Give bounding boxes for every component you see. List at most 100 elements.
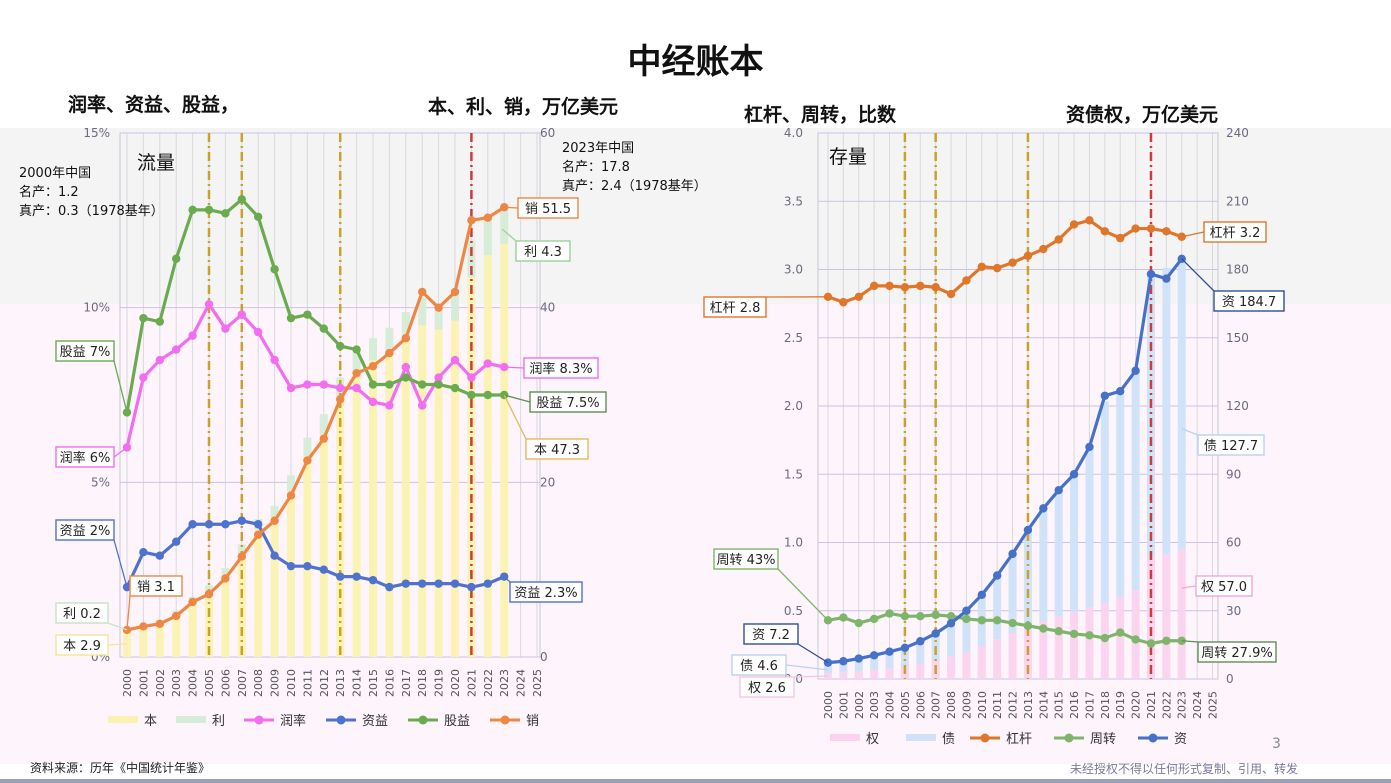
stock-point-资 — [854, 654, 863, 663]
stock-bar-债 — [1070, 474, 1079, 612]
flow-bar-利 — [434, 304, 443, 330]
flow-point-资益 — [483, 579, 492, 588]
stock-point-杠杆 — [1039, 244, 1048, 254]
stock-point-资 — [946, 619, 956, 628]
stock-callout-label: 权 57.0 — [1201, 579, 1247, 595]
flow-bar-本 — [172, 614, 181, 657]
stock-point-资 — [1131, 366, 1140, 375]
flow-bar-本 — [336, 399, 345, 657]
stock-bar-债 — [824, 662, 832, 674]
stock-bar-债 — [1146, 274, 1155, 559]
flow-bar-本 — [385, 351, 394, 657]
flow-point-股益 — [401, 373, 410, 382]
stock-bar-权 — [1177, 549, 1186, 679]
stock-bar-债 — [854, 658, 863, 672]
stock-legend-label: 资 — [1174, 732, 1187, 747]
flow-point-润率 — [155, 355, 164, 365]
flow-x-tick: 2024 — [515, 669, 528, 697]
stock-callout-label: 周转 43% — [716, 553, 775, 568]
flow-point-销 — [483, 213, 492, 222]
flow-bar-本 — [270, 517, 279, 657]
stock-bar-权 — [1008, 633, 1017, 679]
flow-point-股益 — [385, 380, 394, 389]
flow-right-tick: 0 — [540, 650, 548, 664]
flow-bar-本 — [155, 622, 164, 657]
stock-point-周转 — [869, 614, 879, 624]
flow-point-资益 — [418, 579, 427, 588]
flow-x-tick: 2002 — [154, 669, 167, 697]
flow-legend-label: 利 — [212, 714, 225, 729]
stock-bar-债 — [947, 623, 956, 657]
stock-point-杠杆 — [1100, 227, 1110, 236]
flow-point-股益 — [254, 212, 263, 222]
flow-x-tick: 2007 — [236, 669, 249, 697]
flow-point-销 — [254, 530, 263, 539]
stock-x-tick: 2020 — [1130, 691, 1143, 719]
stock-bar-债 — [993, 575, 1002, 640]
stock-callout-leader — [1181, 258, 1215, 292]
flow-callout-box — [55, 340, 115, 362]
flow-x-tick: 2008 — [252, 669, 265, 697]
flow-point-资益 — [254, 520, 263, 529]
flow-callout-leader — [503, 576, 511, 583]
stock-point-周转 — [946, 612, 956, 621]
flow-callout-label: 股益 7.5% — [536, 396, 599, 411]
flow-bar-本 — [205, 590, 213, 657]
stock-bar-债 — [1085, 446, 1094, 608]
source-note: 资料来源：历年《中国统计年鉴》 — [30, 761, 211, 775]
stock-legend-label: 杠杆 — [1006, 731, 1032, 747]
flow-point-销 — [467, 216, 476, 225]
stock-left-tick: 2.0 — [784, 399, 803, 413]
flow-callout-leader — [113, 539, 128, 588]
stock-line-周转 — [827, 611, 1182, 646]
flow-bar-利 — [287, 475, 295, 492]
flow-point-润率 — [434, 373, 443, 382]
flow-bar-利 — [369, 338, 377, 361]
flow-point-润率 — [319, 380, 328, 389]
stock-point-杠杆 — [916, 281, 925, 291]
note-2000: 2000年中国 名产：1.2 真产：0.3（1978基年） — [19, 164, 164, 221]
flow-bar-本 — [369, 360, 377, 657]
stock-point-资 — [885, 647, 894, 656]
stock-legend-swatch — [1064, 733, 1074, 743]
stock-right-tick: 90 — [1226, 467, 1241, 481]
flow-bar-利 — [385, 327, 394, 352]
flow-right-tick: 60 — [540, 126, 555, 140]
stock-line-杠杆 — [827, 218, 1183, 304]
stock-callout-label: 杠杆 3.2 — [1210, 225, 1261, 241]
flow-callout-box — [509, 581, 583, 603]
stock-bar-权 — [1116, 597, 1125, 679]
stock-x-tick: 2004 — [884, 691, 897, 719]
stock-callout-box — [739, 676, 795, 698]
stock-point-资 — [931, 629, 940, 638]
flow-point-销 — [336, 395, 345, 404]
flow-bar-本 — [352, 373, 361, 657]
stock-x-tick: 2014 — [1037, 691, 1050, 719]
stock-point-资 — [916, 637, 925, 646]
stock-callout-label: 债 4.6 — [740, 659, 778, 674]
flow-x-tick: 2000 — [121, 669, 134, 697]
stock-x-tick: 2000 — [822, 691, 835, 719]
flow-bar-本 — [254, 529, 263, 657]
stock-left-tick: 2.5 — [784, 331, 803, 345]
flow-point-润率 — [139, 373, 148, 382]
flow-x-tick: 2017 — [400, 669, 413, 697]
stock-point-资 — [962, 606, 971, 615]
flow-x-tick: 2006 — [219, 669, 232, 697]
stock-legend-label: 债 — [942, 732, 955, 747]
stock-bar-权 — [947, 656, 956, 679]
stock-point-周转 — [1008, 618, 1017, 628]
flow-point-销 — [139, 622, 148, 631]
stock-callout-leader — [777, 568, 829, 621]
stock-point-资 — [1023, 525, 1033, 535]
flow-callout-leader — [504, 394, 531, 403]
stock-callout-box — [1213, 290, 1285, 312]
footer-line — [0, 779, 1391, 783]
stock-point-周转 — [1116, 628, 1125, 637]
flow-bar-本 — [303, 456, 312, 657]
stock-bar-权 — [1054, 616, 1063, 679]
stock-right-tick: 180 — [1226, 263, 1249, 277]
flow-point-股益 — [450, 383, 460, 393]
flow-point-润率 — [286, 383, 296, 393]
flow-point-股益 — [434, 380, 443, 389]
